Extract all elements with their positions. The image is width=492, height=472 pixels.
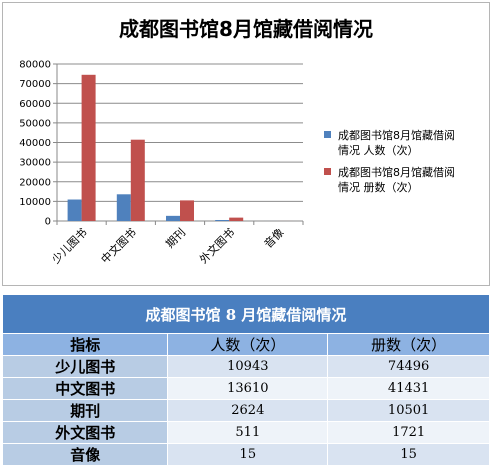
cell-volumes: 1721: [327, 421, 490, 444]
bar: [180, 200, 194, 221]
y-tick-label: 10000: [19, 197, 51, 208]
y-tick-label: 0: [45, 217, 51, 228]
bar: [215, 219, 230, 221]
x-tick-label: 音像: [261, 225, 286, 250]
chart-title: 成都图书馆8月馆藏借阅情况: [119, 17, 373, 41]
y-tick-label: 30000: [19, 158, 51, 169]
table-title-row: 成都图书馆 8 月馆藏借阅情况: [2, 294, 490, 334]
bar: [166, 215, 180, 221]
chart-panel: 成都图书馆8月馆藏借阅情况 0 10000 20000 30000 40000 50000 6…: [2, 2, 490, 286]
x-tick-label: 期刊: [163, 226, 188, 251]
header-indicator: 指标: [1, 333, 169, 356]
table-row: 少儿图书 10943 74496: [1, 355, 490, 378]
row-label: 期刊: [1, 399, 169, 422]
y-tick-label: 20000: [19, 177, 51, 188]
legend-swatch: [324, 131, 331, 138]
x-tick-label: 少儿图书: [49, 226, 89, 266]
legend-entry: 成都图书馆8月馆藏借阅: [338, 128, 455, 142]
y-tick-label: 50000: [19, 118, 51, 129]
y-tick-label: 70000: [19, 79, 51, 90]
x-tick-label: 外文图书: [196, 225, 237, 266]
table-row: 期刊 2624 10501: [1, 399, 490, 422]
y-tick-label: 40000: [19, 138, 51, 149]
x-tick-label: 中文图书: [98, 225, 139, 266]
data-table: 成都图书馆 8 月馆藏借阅情况 指标 人数（次） 册数（次） 少儿图书 1094…: [1, 294, 490, 466]
bar: [67, 199, 82, 221]
cell-volumes: 41431: [327, 377, 490, 400]
cell-people: 511: [167, 421, 329, 444]
bar: [81, 74, 96, 221]
cell-volumes: 10501: [327, 399, 490, 422]
y-tick-label: 80000: [19, 60, 51, 71]
bar: [130, 139, 145, 221]
bar-chart: 成都图书馆8月馆藏借阅情况 0 10000 20000 30000 40000 50000 6…: [19, 17, 455, 266]
table-row: 外文图书 511 1721: [1, 421, 490, 444]
legend-entry: 成都图书馆8月馆藏借阅: [338, 165, 455, 179]
legend-entry: 情况 册数（次）: [338, 180, 419, 194]
bar: [116, 194, 131, 221]
row-label: 外文图书: [1, 421, 169, 444]
cell-people: 10943: [167, 355, 329, 378]
cell-volumes: 15: [327, 443, 490, 466]
row-label: 中文图书: [1, 377, 169, 400]
table-header-row: 指标 人数（次） 册数（次）: [1, 333, 490, 356]
row-label: 音像: [1, 443, 169, 466]
header-people: 人数（次）: [167, 333, 329, 356]
table-row: 音像 15 15: [1, 443, 490, 466]
legend-entry: 情况 人数（次）: [338, 143, 419, 157]
legend-swatch: [324, 168, 331, 175]
table-title: 成都图书馆 8 月馆藏借阅情况: [2, 294, 490, 334]
y-tick-label: 60000: [19, 99, 51, 110]
cell-people: 2624: [167, 399, 329, 422]
cell-people: 15: [167, 443, 329, 466]
header-volumes: 册数（次）: [327, 333, 490, 356]
cell-volumes: 74496: [327, 355, 490, 378]
row-label: 少儿图书: [1, 355, 169, 378]
table-row: 中文图书 13610 41431: [1, 377, 490, 400]
bar: [229, 217, 244, 221]
cell-people: 13610: [167, 377, 329, 400]
